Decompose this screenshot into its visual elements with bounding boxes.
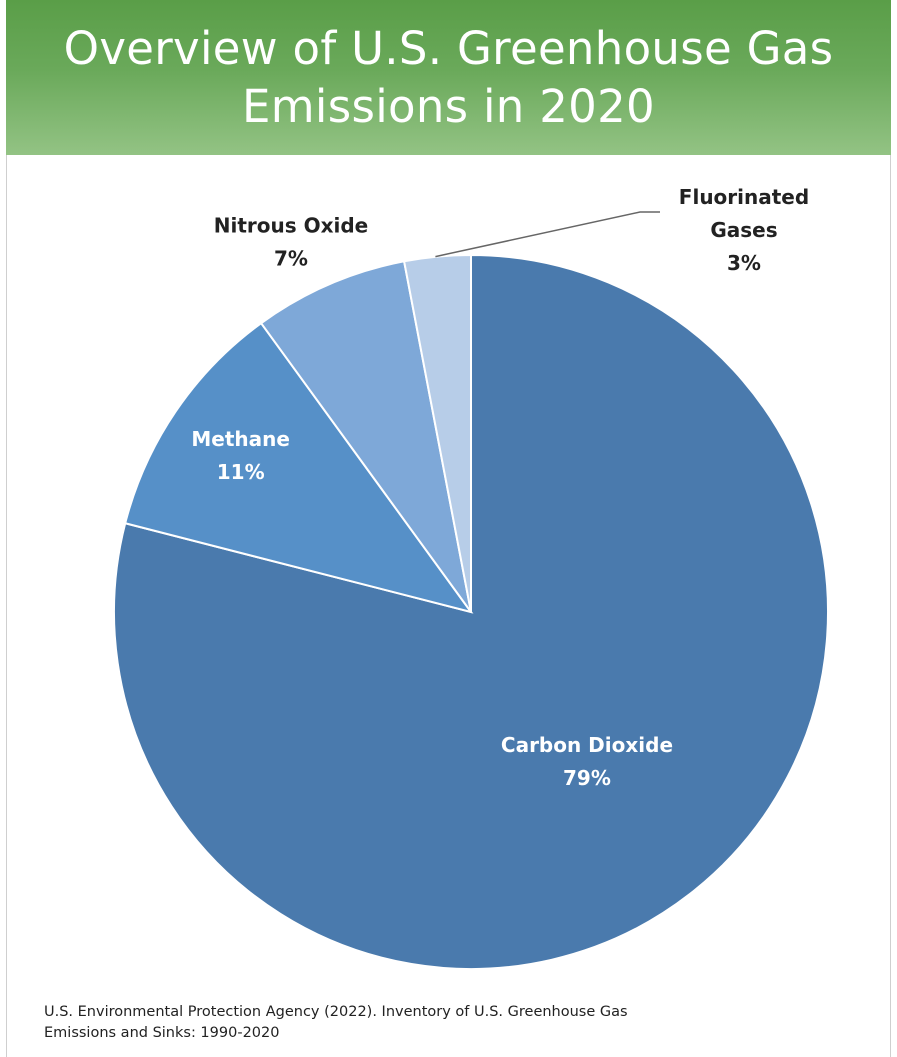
leader-line-fluorinated-gases [435,211,660,258]
chart-title: Overview of U.S. Greenhouse Gas Emission… [63,21,834,133]
pie-slices [113,253,829,970]
slice-label-carbon-dioxide: Carbon Dioxide 79% [501,733,673,790]
slice-label-nitrous-oxide: Nitrous Oxide 7% [214,214,369,271]
title-banner: Overview of U.S. Greenhouse Gas Emission… [6,0,891,155]
pie-chart: Carbon Dioxide 79% Methane 11% Nitrous Oxide… [113,185,829,970]
leader-lines [435,211,660,258]
pie-slice-nitrous-oxide [259,260,472,613]
source-note: U.S. Environmental Protection Agency (20… [44,1004,628,1041]
slice-labels: Carbon Dioxide 79% Methane 11% Nitrous Oxide… [191,185,809,790]
slice-label-fluorinated-gases: Fluorinated Gases 3% [679,185,809,275]
slice-label-methane: Methane 11% [191,427,290,484]
pie-slice-methane [123,321,474,614]
